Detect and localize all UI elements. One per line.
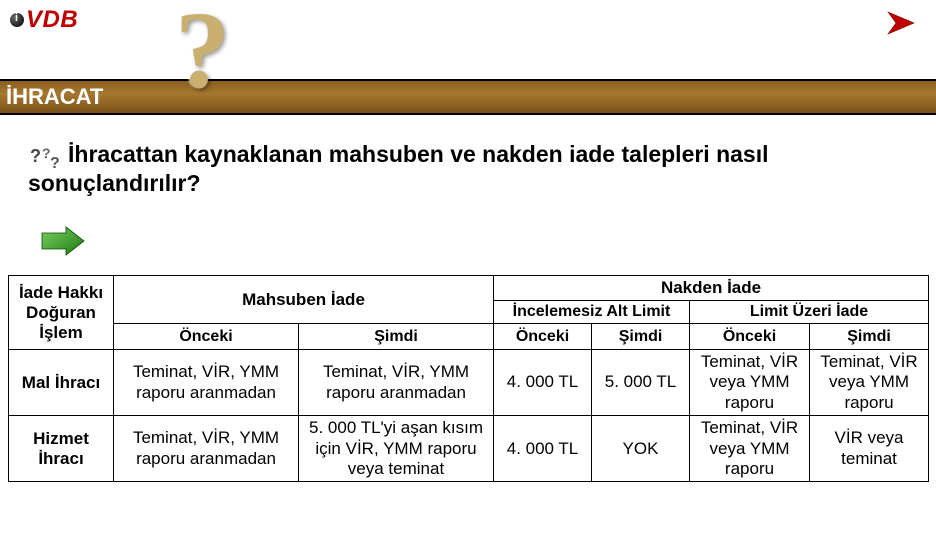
logo-bullet-icon	[10, 13, 24, 27]
logo: VDB	[10, 6, 78, 34]
table-header-row: Önceki Şimdi Önceki Şimdi Önceki Şimdi	[9, 324, 929, 350]
nakden-header: Nakden İade	[494, 276, 929, 301]
svg-text:?: ?	[30, 146, 41, 166]
mahsuben-header: Mahsuben İade	[114, 276, 494, 324]
table-cell: Teminat, VİR, YMM raporu aranmadan	[114, 350, 299, 416]
table-header-row: İade Hakkı Doğuran İşlem Mahsuben İade N…	[9, 276, 929, 301]
row-label: Mal İhracı	[9, 350, 114, 416]
refund-table: İade Hakkı Doğuran İşlem Mahsuben İade N…	[8, 275, 928, 482]
col-simdi: Şimdi	[299, 324, 494, 350]
section-title: İHRACAT	[6, 84, 103, 110]
table-cell: VİR veya teminat	[810, 416, 929, 482]
table-cell: Teminat, VİR, YMM raporu aranmadan	[299, 350, 494, 416]
incelemesiz-header: İncelemesiz Alt Limit	[494, 301, 690, 324]
table-cell: Teminat, VİR veya YMM raporu	[810, 350, 929, 416]
table-cell: YOK	[592, 416, 690, 482]
table-row: Hizmet İhracı Teminat, VİR, YMM raporu a…	[9, 416, 929, 482]
table-cell: 5. 000 TL'yi aşan kısım için VİR, YMM ra…	[299, 416, 494, 482]
limit-uzeri-header: Limit Üzeri İade	[690, 301, 929, 324]
table-cell: Teminat, VİR veya YMM raporu	[690, 350, 810, 416]
answer-arrow-icon	[40, 225, 86, 266]
col-onceki: Önceki	[690, 324, 810, 350]
table-cell: 4. 000 TL	[494, 416, 592, 482]
logo-text: VDB	[26, 6, 78, 34]
row-header-label: İade Hakkı Doğuran İşlem	[9, 276, 114, 350]
row-label: Hizmet İhracı	[9, 416, 114, 482]
question-mark-icon: ?	[175, 0, 230, 105]
table-cell: 5. 000 TL	[592, 350, 690, 416]
col-simdi: Şimdi	[592, 324, 690, 350]
col-onceki: Önceki	[494, 324, 592, 350]
table-cell: Teminat, VİR veya YMM raporu	[690, 416, 810, 482]
col-simdi: Şimdi	[810, 324, 929, 350]
col-onceki: Önceki	[114, 324, 299, 350]
table-cell: Teminat, VİR, YMM raporu aranmadan	[114, 416, 299, 482]
svg-text:?: ?	[50, 155, 60, 172]
next-arrow-icon[interactable]	[886, 10, 916, 41]
section-title-bar: İHRACAT	[0, 79, 936, 115]
header: VDB	[0, 0, 936, 55]
table-cell: 4. 000 TL	[494, 350, 592, 416]
table-row: Mal İhracı Teminat, VİR, YMM raporu aran…	[9, 350, 929, 416]
question-text: İhracattan kaynaklanan mahsuben ve nakde…	[28, 140, 898, 198]
question-area: ? ? ? İhracattan kaynaklanan mahsuben ve…	[28, 140, 898, 198]
question-cluster-icon: ? ? ?	[28, 142, 64, 179]
